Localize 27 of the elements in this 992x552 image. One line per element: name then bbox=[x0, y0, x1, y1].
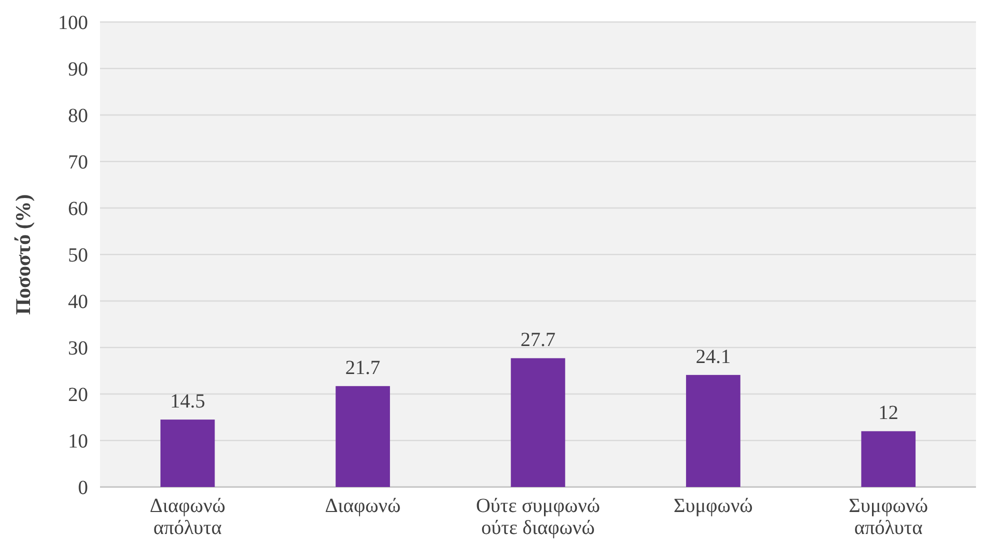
data-label: 12 bbox=[878, 402, 898, 424]
y-tick-label: 70 bbox=[68, 152, 88, 174]
y-tick-label: 100 bbox=[58, 12, 88, 34]
x-tick-label: Συμφωνώ απόλυτα bbox=[848, 495, 928, 539]
x-tick-label: Διαφωνώ bbox=[324, 495, 401, 517]
x-tick-label: Διαφωνώ απόλυτα bbox=[150, 495, 226, 539]
y-tick-label: 40 bbox=[68, 291, 88, 313]
bar bbox=[160, 420, 215, 487]
bar bbox=[336, 386, 390, 487]
y-axis-title: Ποσοστό (%) bbox=[11, 194, 35, 315]
x-tick-label: Συμφωνώ bbox=[674, 495, 753, 517]
x-tick-label: Ούτε συμφωνώ ούτε διαφωνώ bbox=[476, 495, 600, 539]
bar bbox=[510, 358, 566, 487]
y-tick-label: 0 bbox=[78, 477, 88, 499]
bar bbox=[686, 374, 740, 487]
data-label: 27.7 bbox=[520, 329, 556, 352]
y-tick-label: 20 bbox=[68, 384, 88, 406]
bar bbox=[861, 431, 916, 487]
data-label: 14.5 bbox=[170, 390, 206, 413]
data-label: 24.1 bbox=[696, 346, 731, 368]
y-tick-label: 80 bbox=[68, 105, 88, 127]
data-label: 21.7 bbox=[345, 357, 380, 380]
y-tick-label: 90 bbox=[68, 58, 88, 80]
y-tick-label: 30 bbox=[68, 338, 88, 360]
y-tick-label: 50 bbox=[68, 244, 88, 266]
y-tick-label: 10 bbox=[68, 430, 88, 452]
y-tick-label: 60 bbox=[68, 198, 88, 220]
